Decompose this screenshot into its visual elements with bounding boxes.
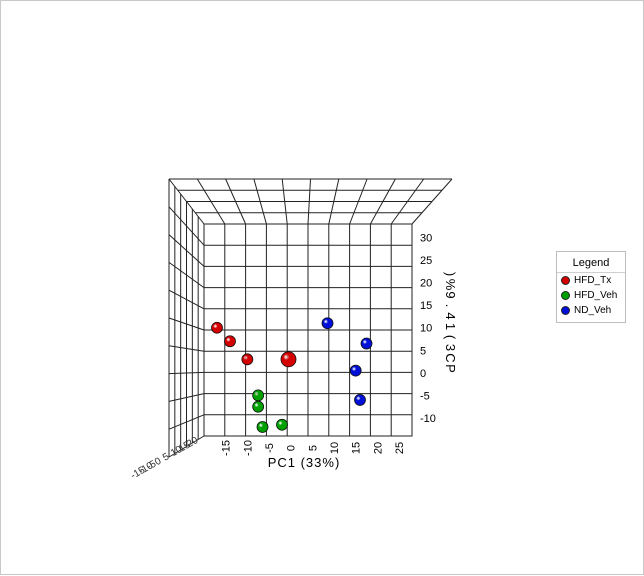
depth-tick-label: 20 xyxy=(185,435,201,450)
y-axis-title: )%9. 4 1 (3 CP xyxy=(443,272,458,373)
point-nd-veh xyxy=(321,317,334,330)
data-points xyxy=(211,317,373,433)
depth-tick-label: 15 xyxy=(177,439,193,454)
y-title-glyph: C xyxy=(443,353,458,362)
legend-swatch xyxy=(561,276,570,285)
depth-tick-label: 0 xyxy=(153,456,164,469)
y-title-glyph: 9 xyxy=(443,291,458,298)
y-title-glyph: ( xyxy=(443,335,458,340)
x-tick-label: -10 xyxy=(242,440,254,456)
legend-swatch xyxy=(561,291,570,300)
y-title-glyph: 1 xyxy=(443,323,458,330)
left-wall-grid xyxy=(168,179,205,458)
y-tick-label: 0 xyxy=(420,368,426,380)
y-tick-label: -10 xyxy=(420,413,436,425)
legend-swatch xyxy=(561,306,570,315)
legend-item-nd-veh: ND_Veh xyxy=(557,303,625,318)
x-tick-label: 20 xyxy=(372,442,384,454)
x-tick-label: 0 xyxy=(286,445,298,451)
x-tick-label: 25 xyxy=(394,442,406,454)
legend-item-hfd-tx: HFD_Tx xyxy=(557,273,625,288)
point-hfd-veh xyxy=(252,389,265,402)
legend-label: HFD_Tx xyxy=(574,275,612,286)
y-tick-label: 25 xyxy=(420,255,432,267)
depth-tick-label: 10 xyxy=(169,444,185,459)
x-tick-label: 5 xyxy=(307,445,319,451)
point-hfd-veh xyxy=(276,418,288,431)
x-axis-ticks: -15 -10 -5 0 5 10 15 20 25 xyxy=(221,440,406,456)
y-tick-label: 20 xyxy=(420,278,432,290)
legend: Legend HFD_Tx HFD_Veh ND_Veh xyxy=(556,251,626,323)
y-title-glyph: 3 xyxy=(443,344,458,351)
grid-line xyxy=(168,414,205,430)
y-tick-label: 15 xyxy=(420,300,432,312)
point-hfd-tx xyxy=(211,321,223,334)
grid-line xyxy=(168,234,205,267)
grid-line xyxy=(168,289,205,310)
y-tick-label: 30 xyxy=(420,233,432,245)
point-hfd-veh xyxy=(252,400,265,413)
point-hfd-tx xyxy=(241,353,254,366)
x-tick-label: -5 xyxy=(264,443,276,453)
grid-line xyxy=(168,393,205,402)
x-axis-title: PC1 (33%) xyxy=(268,455,341,470)
grid-line xyxy=(168,317,205,331)
y-title-glyph: . xyxy=(443,304,458,308)
depth-tick-label: 5 xyxy=(161,451,172,464)
y-tick-label: 10 xyxy=(420,323,432,335)
grid-line xyxy=(168,371,205,375)
grid-line xyxy=(168,261,205,289)
x-tick-label: 15 xyxy=(351,442,363,454)
point-hfd-veh xyxy=(256,421,269,433)
point-nd-veh xyxy=(349,364,362,377)
x-tick-label: 10 xyxy=(329,442,341,454)
ceiling-grid xyxy=(168,178,453,225)
point-nd-veh xyxy=(354,394,366,406)
y-title-glyph: 4 xyxy=(443,312,458,319)
legend-label: ND_Veh xyxy=(574,305,612,316)
back-wall-grid xyxy=(203,223,413,437)
legend-item-hfd-veh: HFD_Veh xyxy=(557,288,625,303)
y-title-glyph: P xyxy=(443,364,458,373)
grid-line xyxy=(168,345,205,352)
grid-line xyxy=(168,206,205,246)
legend-title: Legend xyxy=(557,252,625,273)
y-tick-label: 5 xyxy=(420,345,426,357)
point-nd-veh xyxy=(360,337,373,350)
legend-label: HFD_Veh xyxy=(574,290,618,301)
x-tick-label: -15 xyxy=(221,440,233,456)
point-hfd-tx xyxy=(280,351,297,368)
y-axis-ticks: 30 25 20 15 10 5 0 -5 -10 xyxy=(420,233,436,425)
y-tick-label: -5 xyxy=(420,390,430,402)
y-title-glyph: ) xyxy=(443,272,458,276)
y-title-glyph: % xyxy=(443,279,458,291)
point-hfd-tx xyxy=(224,335,236,348)
